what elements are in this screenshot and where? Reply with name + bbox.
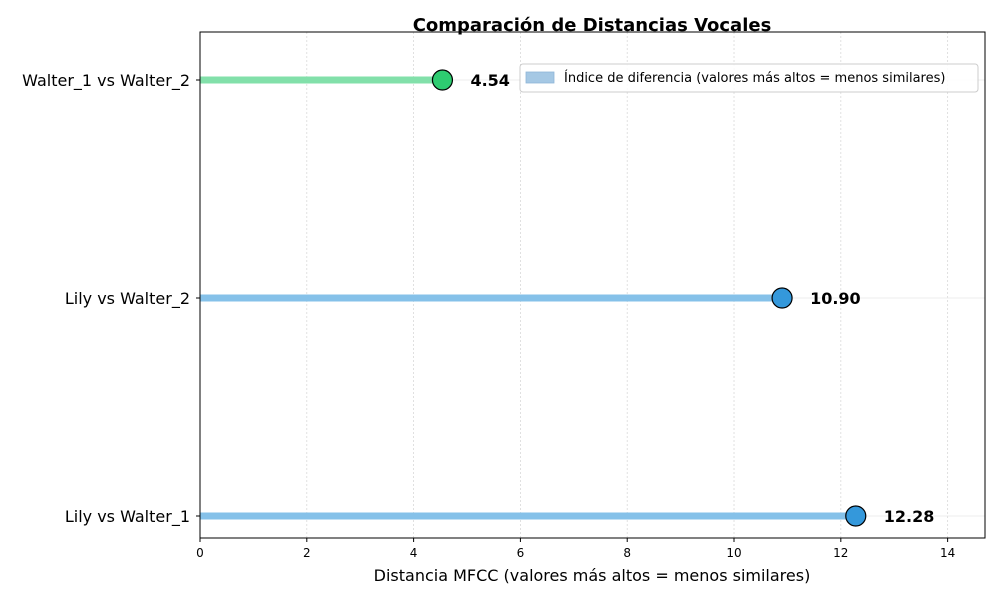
- stems: [200, 76, 856, 520]
- lollipop-marker: [845, 505, 867, 527]
- grid: [200, 32, 985, 538]
- y-tick-label: Lily vs Walter_2: [65, 289, 190, 309]
- x-tick-label: 6: [517, 546, 525, 560]
- lollipop-marker: [431, 69, 454, 91]
- x-axis-label: Distancia MFCC (valores más altos = meno…: [374, 566, 811, 585]
- chart-title: Comparación de Distancias Vocales: [413, 15, 772, 36]
- x-tick-label: 12: [833, 546, 848, 560]
- x-axis: 0 2 4 6 8 10 12 14: [196, 538, 955, 560]
- y-axis: Lily vs Walter_1 Lily vs Walter_2 Walter_1…: [22, 71, 200, 527]
- x-tick-label: 2: [303, 546, 311, 560]
- x-tick-label: 10: [726, 546, 741, 560]
- legend-swatch: [525, 71, 555, 84]
- x-tick-label: 0: [196, 546, 204, 560]
- x-tick-label: 8: [623, 546, 631, 560]
- data-labels: 12.28 10.90 4.54: [470, 71, 934, 526]
- data-label: 4.54: [470, 71, 509, 90]
- plot-frame: [199, 31, 986, 539]
- data-label: 12.28: [884, 507, 935, 526]
- legend-label: Índice de diferencia (valores más altos …: [564, 70, 945, 86]
- data-label: 10.90: [810, 289, 861, 308]
- x-tick-label: 4: [410, 546, 418, 560]
- markers: [431, 69, 867, 527]
- x-tick-label: 14: [940, 546, 955, 560]
- y-tick-label: Lily vs Walter_1: [65, 507, 190, 527]
- lollipop-marker: [771, 287, 793, 309]
- legend: Índice de diferencia (valores más altos …: [519, 63, 979, 93]
- legend-box: [519, 63, 979, 93]
- y-tick-label: Walter_1 vs Walter_2: [22, 71, 190, 91]
